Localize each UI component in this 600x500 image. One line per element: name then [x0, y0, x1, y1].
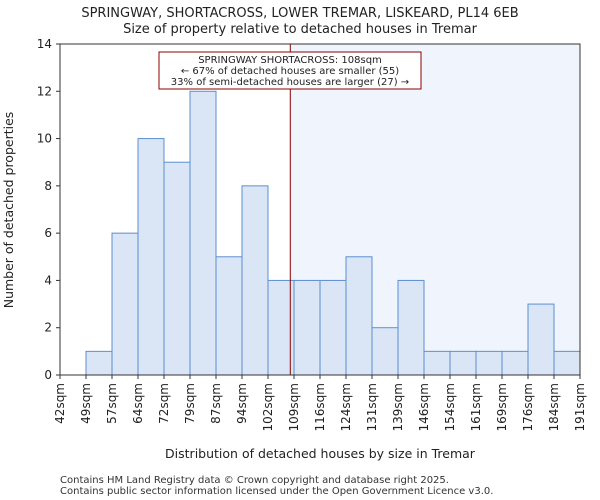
- x-tick-label: 146sqm: [417, 383, 431, 431]
- x-tick-label: 116sqm: [313, 383, 327, 431]
- annotation-line-1: SPRINGWAY SHORTACROSS: 108sqm: [198, 55, 382, 66]
- y-tick-label: 6: [44, 226, 52, 240]
- x-tick-label: 176sqm: [521, 383, 535, 431]
- bar-169sqm: [501, 350, 529, 376]
- x-tick-label: 131sqm: [365, 383, 379, 431]
- x-tick-label: 42sqm: [53, 383, 67, 424]
- y-tick-label: 4: [44, 273, 52, 287]
- x-tick-label: 79sqm: [183, 383, 197, 424]
- bar-146sqm: [423, 350, 451, 376]
- bar-79sqm: [189, 90, 217, 376]
- y-tick-label: 2: [44, 321, 52, 335]
- x-tick-label: 72sqm: [157, 383, 171, 424]
- x-tick-label: 184sqm: [547, 383, 561, 431]
- x-tick-label: 64sqm: [131, 383, 145, 424]
- chart-subtitle: Size of property relative to detached ho…: [123, 22, 478, 37]
- annotation-line-3: 33% of semi-detached houses are larger (…: [171, 77, 409, 88]
- footer-line-2: Contains public sector information licen…: [60, 486, 493, 497]
- bar-176sqm: [527, 303, 555, 376]
- x-tick-label: 169sqm: [495, 383, 509, 431]
- x-tick-label: 49sqm: [79, 383, 93, 424]
- annotation-box: SPRINGWAY SHORTACROSS: 108sqm ← 67% of d…: [158, 51, 422, 90]
- bar-116sqm: [319, 279, 347, 376]
- y-tick-label: 14: [37, 37, 52, 51]
- y-tick-label: 8: [44, 179, 52, 193]
- bar-109sqm: [293, 279, 321, 376]
- bar-184sqm: [553, 350, 581, 376]
- x-tick-label: 191sqm: [573, 383, 587, 431]
- bar-57sqm: [111, 232, 139, 376]
- bar-154sqm: [449, 350, 477, 376]
- bar-94sqm: [241, 185, 269, 376]
- bar-102sqm: [267, 279, 295, 376]
- x-tick-label: 161sqm: [469, 383, 483, 431]
- x-tick-label: 154sqm: [443, 383, 457, 431]
- x-tick-label: 57sqm: [105, 383, 119, 424]
- annotation-line-2: ← 67% of detached houses are smaller (55…: [181, 66, 399, 77]
- x-tick-label: 109sqm: [287, 383, 301, 431]
- y-axis-label: Number of detached properties: [1, 112, 16, 309]
- x-tick-label: 139sqm: [391, 383, 405, 431]
- x-axis-label: Distribution of detached houses by size …: [165, 446, 476, 461]
- plot-area: 0 2 4 6 8 10 12 14 42sqm 49sqm 57sqm 64sqm 72sqm 79s…: [37, 37, 587, 431]
- bar-64sqm: [137, 138, 165, 376]
- y-tick-label: 10: [37, 132, 52, 146]
- footer-line-1: Contains HM Land Registry data © Crown c…: [60, 475, 449, 486]
- annotation-frame: [158, 51, 422, 90]
- bar-131sqm: [371, 327, 399, 376]
- bar-87sqm: [215, 256, 243, 376]
- y-tick-label: 12: [37, 84, 52, 98]
- x-tick-label: 124sqm: [339, 383, 353, 431]
- x-tick-label: 102sqm: [261, 383, 275, 431]
- bar-49sqm: [85, 350, 113, 376]
- x-tick-label: 87sqm: [209, 383, 223, 424]
- bar-124sqm: [345, 256, 373, 376]
- x-tick-label: 94sqm: [235, 383, 249, 424]
- bar-72sqm: [163, 161, 191, 376]
- y-tick-label: 0: [44, 368, 52, 382]
- bar-161sqm: [475, 350, 503, 376]
- bar-139sqm: [397, 279, 425, 376]
- chart-title: SPRINGWAY, SHORTACROSS, LOWER TREMAR, LI…: [81, 6, 518, 21]
